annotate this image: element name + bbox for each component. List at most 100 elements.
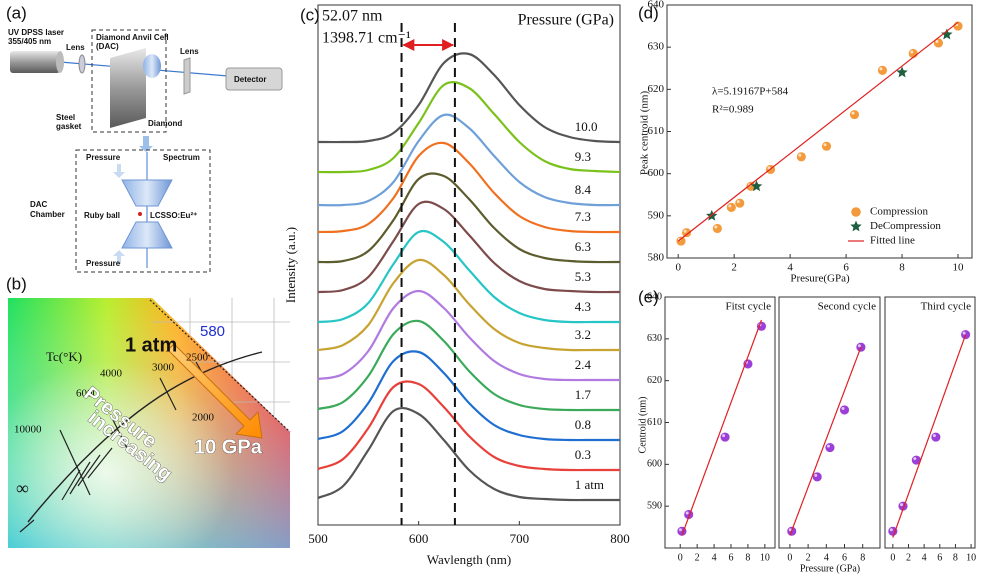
legend-swatch [851,207,861,217]
x-tick-label: 10 [966,552,976,563]
legend-label: Fitted line [870,235,915,247]
spectrum [317,258,620,352]
x-tick-label: 6 [729,552,734,563]
label: 10 GPa [194,436,263,458]
legend-label: 7.3 [575,209,591,224]
x-tick-label: 4 [824,552,829,563]
spectrum [317,113,621,207]
legend-label: 5.3 [575,269,591,284]
legend-label: 8.4 [575,182,592,197]
legend-label: 3.2 [575,327,591,342]
subplot-title: Third cycle [921,301,972,313]
marker [896,66,908,78]
spectrum [317,52,621,144]
annotation: λ=5.19167P+584 [712,86,789,98]
marker [720,432,731,443]
arrow [113,164,125,178]
legend-label: 1 atm [575,477,604,492]
arrow [139,136,153,152]
x-tick-label: 10 [953,262,965,274]
marker [734,198,745,209]
x-tick-label: 0 [678,552,683,563]
marker-highlight [736,200,740,204]
legend-swatch [850,220,862,232]
marker [796,151,807,162]
legend-title: Pressure (GPa) [518,12,614,29]
label: Detector [234,75,266,84]
marker [930,432,941,443]
y-tick-label: 640 [647,291,662,302]
y-tick-label: 630 [647,333,662,344]
planckian-locus [27,351,263,523]
panel-tag: (b) [6,274,27,293]
marker-highlight [857,344,861,348]
marker [839,404,850,416]
x-tick-label: 8 [860,552,865,563]
arrow [113,250,125,264]
legend-label: 2.4 [575,357,592,372]
marker-highlight [826,444,830,448]
label: Lens [180,47,199,56]
x-axis-label: Presure(GPa) [790,273,850,285]
spectrum [317,350,620,442]
x-tick-label: 600 [409,531,429,546]
marker-highlight [851,111,855,115]
label: (DAC) [96,42,119,51]
dac-box [91,29,167,133]
label: 3000 [152,362,175,374]
marker [877,65,888,76]
panel-tag: (e) [638,287,659,306]
marker-highlight [913,457,917,461]
annotation: R²=0.989 [712,104,754,116]
marker-highlight [962,331,966,335]
panel-a: (a) UV DPSS laser 355/405 nm Lens Diamon… [6,3,283,273]
x-tick-label: 8 [745,552,750,563]
label: gasket [56,122,82,131]
diamond-top [121,179,173,207]
panel-b: (b) 580 1 atm Tc(°K) 4000 3000 2500 6000… [6,274,291,548]
subplot-title: Fitst cycle [725,301,771,313]
y-tick-label: 600 [648,167,665,179]
label: Pressure [86,153,121,162]
legend-label: 0.3 [575,447,591,462]
cie-grid [152,298,290,416]
x-tick-label: 2 [695,552,700,563]
label: LCSSO:Eu²⁺ [150,211,197,220]
marker [941,28,953,40]
spectrum [317,380,620,472]
fit-line [681,319,763,536]
plot-frame [317,4,621,526]
legend-label: DeCompression [870,220,941,232]
marker-highlight [823,143,827,147]
label: DAC [30,200,48,209]
marker-highlight [678,528,682,532]
x-tick-label: 8 [953,552,958,563]
x-tick-label: 8 [899,262,905,274]
marker-highlight [889,528,893,532]
dac-cell [110,48,146,128]
legend-label: 10.0 [575,119,598,134]
y-tick-label: 580 [648,252,665,264]
marker [726,202,737,213]
x-tick-label: 6 [843,262,849,274]
x-tick-label: 800 [610,531,630,546]
marker [821,141,832,152]
plot-frame [664,296,776,549]
label: Chamber [30,210,65,219]
label: 4000 [100,368,123,380]
marker-highlight [722,434,726,438]
y-tick-label: 610 [648,125,665,137]
x-axis-label: Wavlength (nm) [427,552,512,567]
laser [10,51,60,73]
marker-highlight [798,153,802,157]
plot-frame [884,296,976,549]
lens [183,57,191,95]
y-axis-label: Centroid (nm) [637,397,648,454]
x-tick-label: 2 [906,552,911,563]
label: Tc(°K) [46,349,82,364]
pressure-arrow [165,343,263,439]
y-axis-label: Peak centroid (nm) [639,91,651,176]
label: 580 [200,323,225,340]
